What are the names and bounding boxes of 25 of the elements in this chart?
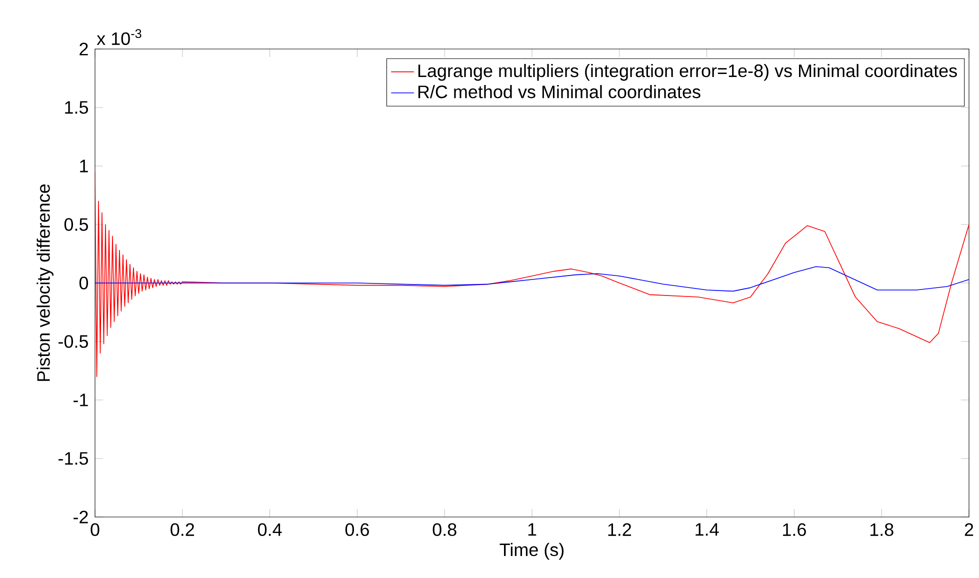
y-tick-label: -1.5 [58, 452, 88, 465]
y-tick-label: 0.5 [64, 218, 88, 231]
x-tick-label: 0.6 [345, 523, 369, 536]
legend-label: R/C method vs Minimal coordinates [418, 85, 700, 98]
x-tick-label: 2 [964, 523, 974, 536]
x-tick-label: 0.4 [258, 523, 282, 536]
y-tick-label: -0.5 [58, 335, 88, 348]
text: x 10$^{-3}$ [96, 29, 142, 46]
x-tick-label: 1 [528, 523, 536, 536]
x-tick-label: 0.8 [432, 523, 456, 536]
y-tick-label: 1.5 [65, 101, 88, 114]
y-tick-label: 1 [80, 160, 88, 172]
x-tick-label: 1.4 [696, 523, 719, 536]
y-tick-label: 0 [79, 276, 88, 290]
x-axis-title: Time (s) [500, 542, 564, 560]
x-tick-label: 1.8 [870, 523, 894, 536]
y-axis-title: Piston velocity difference [36, 184, 54, 381]
y-tick-label: -1 [74, 394, 88, 406]
x-tick-label: 0.2 [170, 523, 194, 536]
y-tick-label: -2 [74, 510, 88, 524]
legend-label: Lagrange multipliers (integration error=1e-8) vs Minimal coordinates [418, 64, 957, 81]
y-tick-label: 2 [80, 42, 88, 56]
x-tick-label: 0 [90, 523, 100, 536]
x-tick-label: 1.6 [783, 523, 806, 536]
x-tick-label: 1.2 [608, 523, 632, 536]
